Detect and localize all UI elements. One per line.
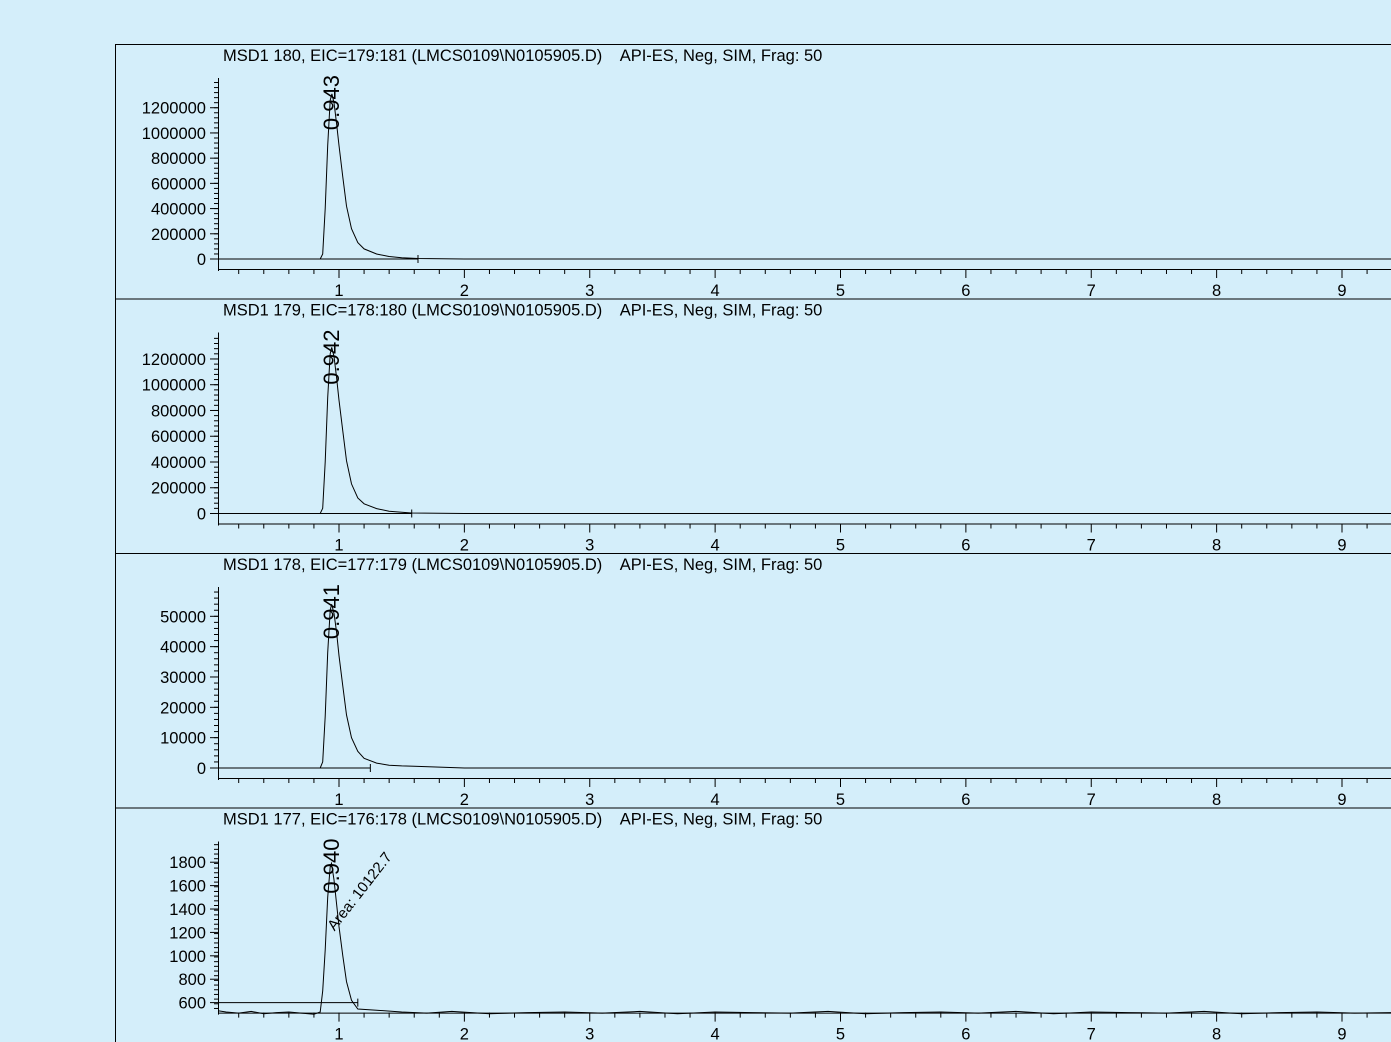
y-tick-label: 50000 [160, 608, 206, 626]
x-tick-label: 8 [1212, 282, 1221, 300]
y-tick-label: 10000 [160, 730, 206, 748]
x-tick-label: 9 [1337, 1026, 1346, 1042]
chromatogram-trace [218, 604, 1391, 769]
x-tick-label: 9 [1337, 282, 1346, 300]
x-tick-label: 1 [334, 537, 343, 555]
y-tick-label: 1400 [169, 901, 206, 919]
x-tick-label: 2 [460, 537, 469, 555]
x-tick-label: 1 [334, 282, 343, 300]
y-tick-label: 600 [178, 995, 206, 1013]
peak-retention-label: 0.942 [319, 330, 344, 385]
x-tick-label: 7 [1087, 791, 1096, 809]
panel-title: MSD1 179, EIC=178:180 (LMCS0109\N0105905… [223, 302, 822, 320]
y-tick-label: 600000 [151, 428, 206, 446]
y-tick-label: 800 [178, 971, 206, 989]
x-tick-label: 4 [711, 537, 720, 555]
x-tick-label: 6 [961, 537, 970, 555]
y-tick-label: 1600 [169, 878, 206, 896]
y-tick-label: 40000 [160, 639, 206, 657]
x-tick-label: 5 [836, 1026, 845, 1042]
y-tick-label: 1000 [169, 948, 206, 966]
x-tick-label: 1 [334, 791, 343, 809]
chromatogram-panel: MSD1 177, EIC=176:178 (LMCS0109\N0105905… [115, 807, 1391, 1042]
y-tick-label: 0 [197, 760, 206, 778]
y-tick-label: 1200000 [142, 100, 206, 118]
y-tick-label: 200000 [151, 480, 206, 498]
y-tick-label: 0 [197, 506, 206, 524]
x-tick-label: 8 [1212, 1026, 1221, 1042]
chromatogram-panel: MSD1 180, EIC=179:181 (LMCS0109\N0105905… [115, 44, 1391, 300]
peak-retention-label: 0.941 [319, 584, 344, 639]
y-tick-label: 800000 [151, 402, 206, 420]
y-tick-label: 600000 [151, 175, 206, 193]
chromatogram-trace [217, 861, 1391, 1015]
chromatogram-panel: MSD1 179, EIC=178:180 (LMCS0109\N0105905… [115, 298, 1391, 555]
x-tick-label: 6 [961, 791, 970, 809]
x-tick-label: 7 [1087, 1026, 1096, 1042]
x-tick-label: 8 [1212, 791, 1221, 809]
y-tick-label: 800000 [151, 150, 206, 168]
x-tick-label: 3 [585, 1026, 594, 1042]
chromatogram-panel: MSD1 178, EIC=177:179 (LMCS0109\N0105905… [115, 553, 1391, 809]
x-tick-label: 8 [1212, 537, 1221, 555]
panel-title: MSD1 177, EIC=176:178 (LMCS0109\N0105905… [223, 811, 822, 829]
panel-title: MSD1 180, EIC=179:181 (LMCS0109\N0105905… [223, 47, 822, 65]
y-tick-label: 30000 [160, 669, 206, 687]
x-tick-label: 9 [1337, 537, 1346, 555]
y-tick-label: 1000000 [142, 377, 206, 395]
x-tick-label: 3 [585, 537, 594, 555]
x-tick-label: 5 [836, 537, 845, 555]
y-tick-label: 1200 [169, 924, 206, 942]
x-tick-label: 2 [460, 1026, 469, 1042]
x-tick-label: 4 [711, 1026, 720, 1042]
x-tick-label: 7 [1087, 537, 1096, 555]
x-tick-label: 4 [711, 282, 720, 300]
x-tick-label: 7 [1087, 282, 1096, 300]
x-tick-label: 3 [585, 791, 594, 809]
y-tick-label: 20000 [160, 699, 206, 717]
y-tick-label: 1200000 [142, 351, 206, 369]
y-tick-label: 1800 [169, 854, 206, 872]
x-tick-label: 5 [836, 791, 845, 809]
peak-retention-label: 0.943 [319, 75, 344, 130]
x-tick-label: 2 [460, 282, 469, 300]
chromatogram-trace [218, 347, 1391, 514]
panel-title: MSD1 178, EIC=177:179 (LMCS0109\N0105905… [223, 556, 822, 574]
y-tick-label: 1000000 [142, 125, 206, 143]
peak-retention-label: 0.940 [319, 839, 344, 894]
chromatogram-trace [218, 93, 1391, 260]
x-tick-label: 5 [836, 282, 845, 300]
x-tick-label: 2 [460, 791, 469, 809]
y-tick-label: 400000 [151, 201, 206, 219]
x-tick-label: 9 [1337, 791, 1346, 809]
x-tick-label: 6 [961, 1026, 970, 1042]
x-tick-label: 6 [961, 282, 970, 300]
y-tick-label: 0 [197, 251, 206, 269]
y-tick-label: 200000 [151, 226, 206, 244]
x-tick-label: 1 [334, 1026, 343, 1042]
x-tick-label: 3 [585, 282, 594, 300]
y-tick-label: 400000 [151, 454, 206, 472]
x-tick-label: 4 [711, 791, 720, 809]
